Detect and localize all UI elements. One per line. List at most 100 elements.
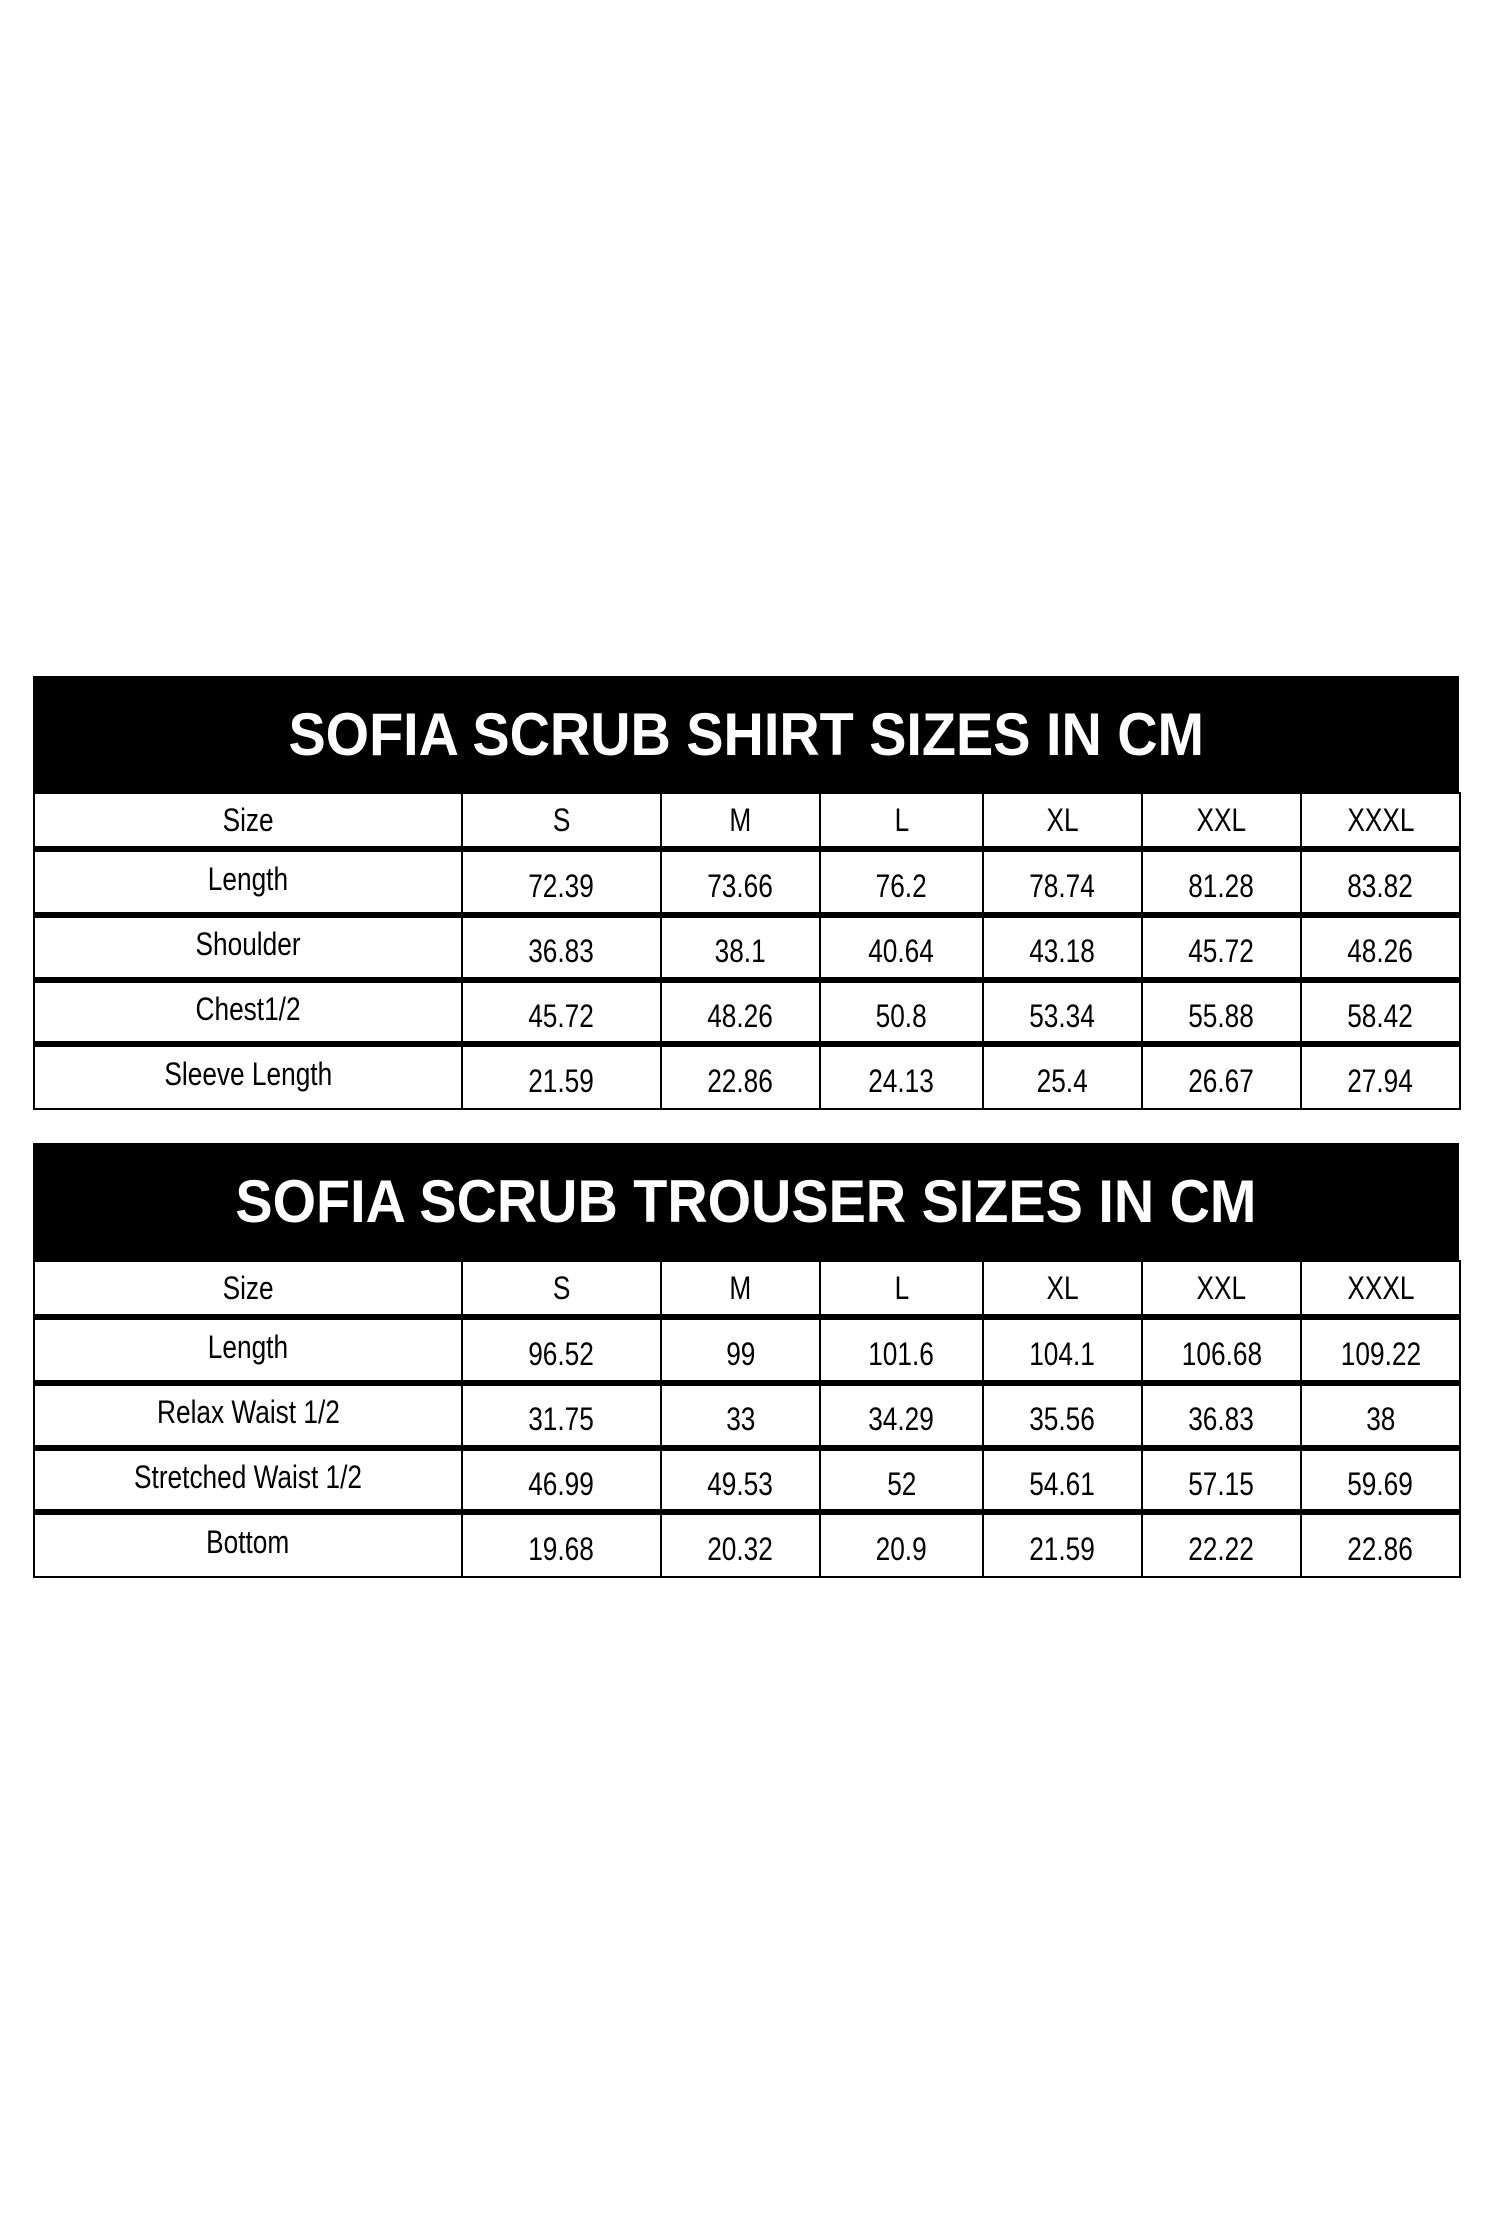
- measurement-value-text: 24.13: [868, 1063, 935, 1099]
- measurement-value: 43.18: [982, 912, 1143, 981]
- trouser-size-chart: SOFIA SCRUB TROUSER SIZES IN CM Size S M L X…: [33, 1143, 1461, 1578]
- measurement-label-text: Shoulder: [195, 926, 301, 962]
- table-row: Shoulder 36.83 38.1 40.64 43.18 45.72 48.26: [33, 912, 1461, 981]
- trouser-size-table: Size S M L XL XXL XXXL Length 96.52 99 101.6 104.1 1…: [33, 1260, 1461, 1578]
- measurement-value-text: 34.29: [868, 1401, 935, 1437]
- shirt-size-chart: SOFIA SCRUB SHIRT SIZES IN CM Size S M L XL X…: [33, 676, 1461, 1110]
- measurement-value-text: 19.68: [528, 1531, 595, 1567]
- measurement-value-text: 59.69: [1347, 1465, 1414, 1502]
- measurement-value-text: 35.56: [1029, 1401, 1096, 1437]
- measurement-value: 54.61: [982, 1445, 1143, 1513]
- measurement-value: 21.59: [461, 1041, 662, 1110]
- measurement-value-text: 36.83: [528, 933, 595, 969]
- table-row: Bottom 19.68 20.32 20.9 21.59 22.22 22.86: [33, 1509, 1461, 1578]
- measurement-value-text: 45.72: [528, 997, 595, 1034]
- measurement-value-text: 54.61: [1029, 1465, 1096, 1502]
- measurement-value: 22.22: [1141, 1509, 1302, 1578]
- size-column-header-text: Size: [222, 801, 274, 838]
- measurement-value-text: 20.9: [875, 1531, 928, 1567]
- measurement-value: 22.86: [660, 1041, 821, 1110]
- measurement-value: 96.52: [461, 1314, 662, 1384]
- measurement-value: 26.67: [1141, 1041, 1302, 1110]
- measurement-value-text: 50.8: [875, 997, 928, 1034]
- measurement-value-text: 25.4: [1036, 1063, 1089, 1099]
- measurement-value: 36.83: [461, 912, 662, 981]
- size-header-cell-text: XXL: [1196, 1269, 1247, 1306]
- measurement-value-text: 43.18: [1029, 933, 1096, 969]
- measurement-value: 58.42: [1300, 977, 1461, 1045]
- measurement-value-text: 57.15: [1188, 1465, 1255, 1502]
- measurement-value: 25.4: [982, 1041, 1143, 1110]
- measurement-label: Relax Waist 1/2: [33, 1380, 463, 1449]
- size-header-cell-text: L: [894, 801, 909, 838]
- size-header-cell: S: [461, 1260, 662, 1318]
- size-header-cell: XXL: [1141, 792, 1302, 850]
- size-header-cell-text: XXXL: [1346, 801, 1415, 838]
- size-column-header: Size: [33, 792, 463, 850]
- size-header-cell: XL: [982, 1260, 1143, 1318]
- size-header-cell-text: XL: [1046, 1269, 1079, 1306]
- trouser-chart-title: SOFIA SCRUB TROUSER SIZES IN CM: [235, 1168, 1257, 1235]
- measurement-label-text: Bottom: [206, 1524, 290, 1560]
- measurement-value-text: 36.83: [1188, 1401, 1255, 1437]
- size-header-cell-text: M: [729, 801, 752, 838]
- measurement-value: 53.34: [982, 977, 1143, 1045]
- measurement-value: 72.39: [461, 846, 662, 916]
- trouser-chart-title-bar: SOFIA SCRUB TROUSER SIZES IN CM: [33, 1143, 1459, 1260]
- measurement-value: 49.53: [660, 1445, 821, 1513]
- size-header-cell: XXXL: [1300, 1260, 1461, 1318]
- measurement-value: 21.59: [982, 1509, 1143, 1578]
- measurement-label: Bottom: [33, 1509, 463, 1578]
- measurement-value: 101.6: [819, 1314, 984, 1384]
- table-row: Relax Waist 1/2 31.75 33 34.29 35.56 36.83 38: [33, 1380, 1461, 1449]
- size-header-cell: M: [660, 1260, 821, 1318]
- measurement-value: 50.8: [819, 977, 984, 1045]
- measurement-value-text: 83.82: [1347, 867, 1414, 904]
- table-row: Length 72.39 73.66 76.2 78.74 81.28 83.82: [33, 846, 1461, 916]
- measurement-value-text: 53.34: [1029, 997, 1096, 1034]
- measurement-value: 78.74: [982, 846, 1143, 916]
- measurement-value-text: 46.99: [528, 1465, 595, 1502]
- measurement-value: 38: [1300, 1380, 1461, 1449]
- measurement-value: 55.88: [1141, 977, 1302, 1045]
- size-header-cell-text: L: [894, 1269, 909, 1306]
- measurement-label-text: Length: [207, 860, 289, 897]
- size-header-row: Size S M L XL XXL XXXL: [33, 1260, 1461, 1318]
- measurement-value: 35.56: [982, 1380, 1143, 1449]
- measurement-value: 73.66: [660, 846, 821, 916]
- table-row: Length 96.52 99 101.6 104.1 106.68 109.22: [33, 1314, 1461, 1384]
- measurement-value: 24.13: [819, 1041, 984, 1110]
- size-header-cell: XL: [982, 792, 1143, 850]
- measurement-value-text: 49.53: [707, 1465, 774, 1502]
- size-header-cell: XXXL: [1300, 792, 1461, 850]
- size-column-header: Size: [33, 1260, 463, 1318]
- measurement-value: 81.28: [1141, 846, 1302, 916]
- shirt-chart-title: SOFIA SCRUB SHIRT SIZES IN CM: [288, 700, 1204, 768]
- measurement-value-text: 72.39: [528, 867, 595, 904]
- size-header-row: Size S M L XL XXL XXXL: [33, 792, 1461, 850]
- measurement-value: 27.94: [1300, 1041, 1461, 1110]
- shirt-chart-title-bar: SOFIA SCRUB SHIRT SIZES IN CM: [33, 676, 1459, 792]
- measurement-value: 52: [819, 1445, 984, 1513]
- measurement-value: 106.68: [1141, 1314, 1302, 1384]
- table-row: Stretched Waist 1/2 46.99 49.53 52 54.61 57.1…: [33, 1445, 1461, 1513]
- measurement-value: 33: [660, 1380, 821, 1449]
- measurement-label-text: Sleeve Length: [164, 1056, 332, 1092]
- measurement-value: 22.86: [1300, 1509, 1461, 1578]
- measurement-value: 59.69: [1300, 1445, 1461, 1513]
- measurement-value: 45.72: [1141, 912, 1302, 981]
- size-header-cell-text: S: [552, 801, 571, 838]
- measurement-value-text: 48.26: [707, 997, 774, 1034]
- measurement-value-text: 96.52: [528, 1335, 595, 1372]
- measurement-value-text: 38.1: [714, 933, 767, 969]
- size-header-cell-text: XXXL: [1346, 1269, 1415, 1306]
- size-header-cell-text: XXL: [1196, 801, 1247, 838]
- measurement-value: 19.68: [461, 1509, 662, 1578]
- measurement-value-text: 21.59: [528, 1063, 595, 1099]
- measurement-value-text: 26.67: [1188, 1063, 1255, 1099]
- size-header-cell: L: [819, 1260, 984, 1318]
- measurement-value: 104.1: [982, 1314, 1143, 1384]
- size-header-cell: S: [461, 792, 662, 850]
- measurement-value-text: 104.1: [1029, 1335, 1096, 1372]
- size-header-cell-text: M: [729, 1269, 752, 1306]
